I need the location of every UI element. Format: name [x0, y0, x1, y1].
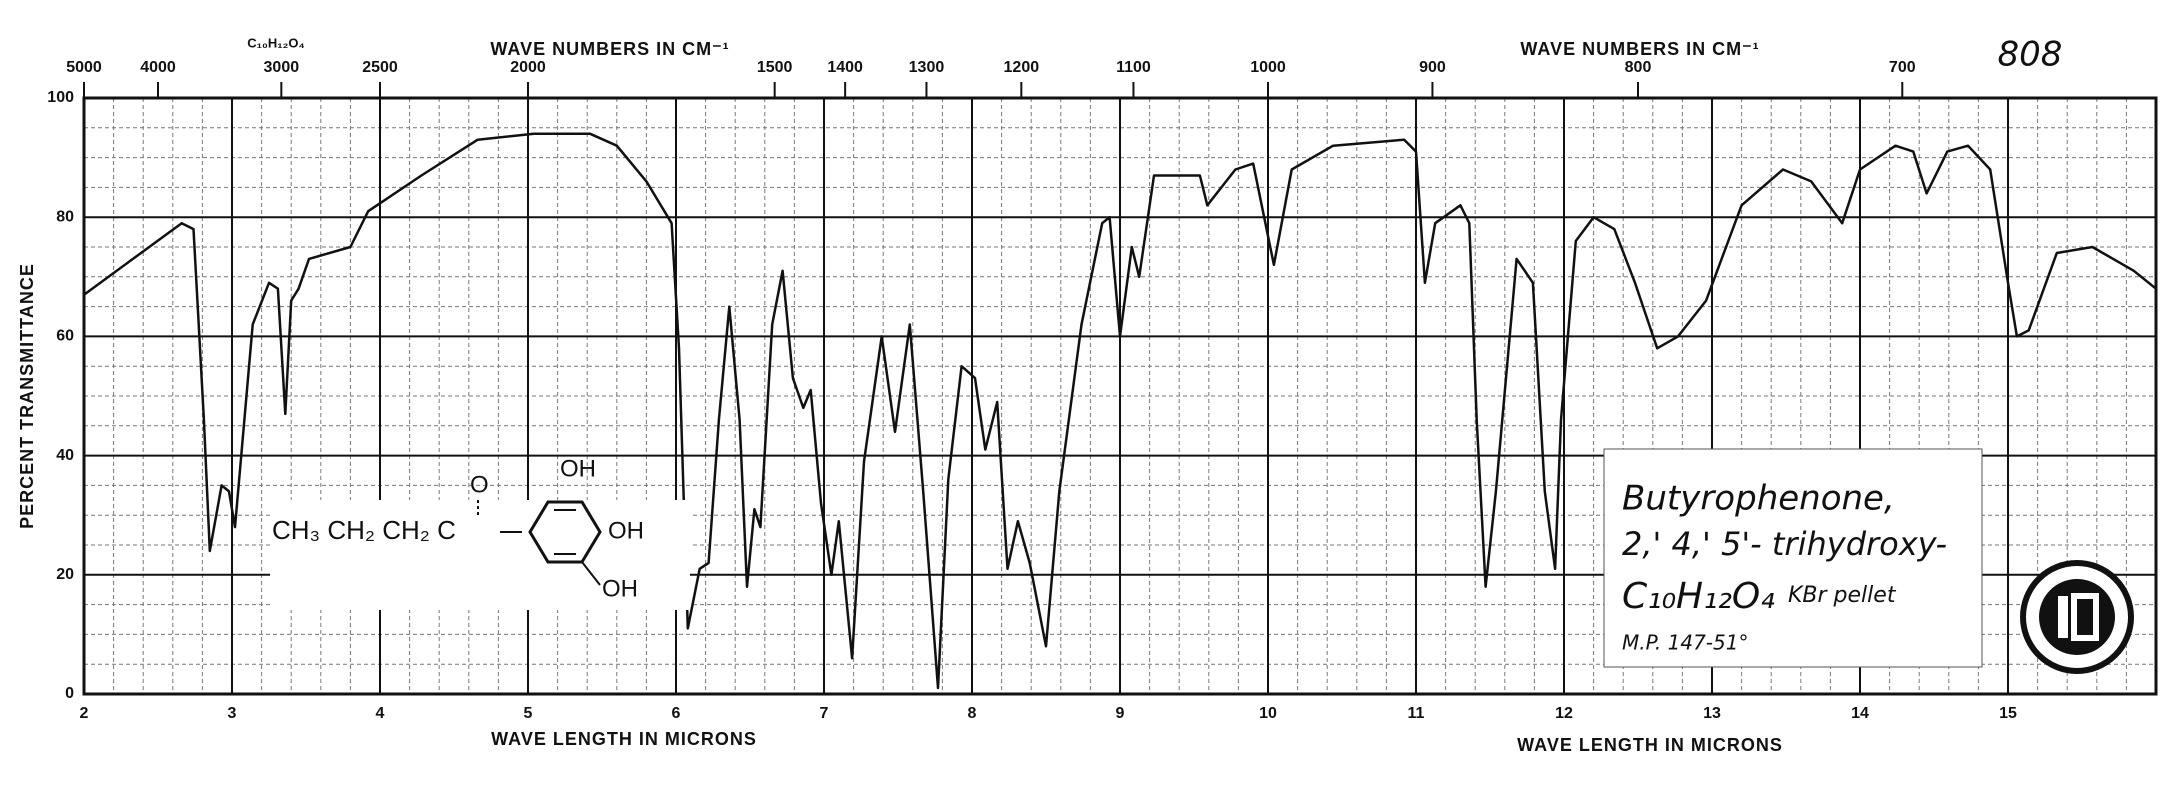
sample-medium: KBr pellet [1788, 583, 1897, 608]
y-tick-label: 60 [56, 328, 74, 345]
x-tick-label: 4 [376, 705, 385, 722]
x2-tick-label: 900 [1419, 59, 1446, 76]
structure-chain: CH₃ CH₂ CH₂ C [272, 515, 456, 545]
x2-tick-label: 2500 [362, 59, 398, 76]
y-tick-label: 100 [47, 89, 74, 106]
y-tick-label: 0 [65, 685, 74, 702]
logo-mark [2071, 593, 2099, 641]
x2-tick-label: 1400 [827, 59, 863, 76]
y-tick-label: 80 [56, 208, 74, 225]
structure-backdrop [270, 500, 690, 610]
x-tick-label: 11 [1408, 705, 1425, 722]
y-axis-label: PERCENT TRANSMITTANCE [17, 263, 37, 529]
x2-tick-label: 3000 [264, 59, 300, 76]
plot-frame [82, 96, 2158, 696]
x2-tick-label: 4000 [140, 59, 176, 76]
spectrum-line [83, 132, 2157, 690]
oh-bond [581, 561, 601, 586]
structure-oxygen: O [470, 471, 489, 498]
x-tick-label: 12 [1555, 705, 1573, 722]
sample-substituents: 2,' 4,' 5'- trihydroxy- [1622, 525, 1947, 563]
structure-oh: OH [560, 455, 596, 482]
structure-oh: OH [608, 517, 644, 544]
page-number: 808 [1998, 35, 2063, 75]
sample-box [1603, 448, 1983, 668]
x2-tick-label: 800 [1625, 59, 1652, 76]
x-tick-label: 3 [228, 705, 237, 722]
structure: CH₃ CH₂ CH₂ C O OH OH OH [270, 455, 690, 610]
x-tick-label: 9 [1116, 705, 1125, 722]
x2-tick-label: 5000 [66, 59, 102, 76]
y-tick-label: 40 [56, 447, 74, 464]
x2-tick-label: 1500 [757, 59, 793, 76]
sample-formula: C₁₀H₁₂O₄ [1622, 576, 1775, 617]
melting-point: M.P. 147-51° [1622, 631, 1748, 655]
x-tick-label: 8 [968, 705, 977, 722]
x-tick-label: 14 [1851, 705, 1869, 722]
structure-oh: OH [602, 575, 638, 602]
x-tick-label: 10 [1259, 705, 1277, 722]
x-tick-label: 5 [524, 705, 533, 722]
x2-tick-label: 1200 [1004, 59, 1040, 76]
x2-tick-label: 1300 [909, 59, 945, 76]
x-tick-label: 6 [672, 705, 681, 722]
x-axis-label: WAVE LENGTH IN MICRONS [491, 729, 757, 749]
x2-axis-label: WAVE NUMBERS IN CM⁻¹ [490, 39, 729, 59]
top-formula: C₁₀H₁₂O₄ [247, 35, 304, 50]
sample-label: Butyrophenone, 2,' 4,' 5'- trihydroxy- C… [1603, 448, 1983, 668]
x2-tick-label: 1000 [1250, 59, 1286, 76]
x-tick-label: 13 [1703, 705, 1721, 722]
x2-tick-label: 700 [1889, 59, 1916, 76]
x-axis-label: WAVE LENGTH IN MICRONS [1517, 735, 1783, 755]
x2-tick-label: 2000 [510, 59, 546, 76]
sample-name: Butyrophenone, [1622, 479, 1895, 519]
x-tick-label: 7 [820, 705, 829, 722]
x-tick-label: 2 [80, 705, 89, 722]
logo-mark [2058, 596, 2068, 638]
benzene-ring [528, 500, 602, 564]
x2-axis-label: WAVE NUMBERS IN CM⁻¹ [1520, 39, 1759, 59]
x2-tick-label: 1100 [1116, 59, 1151, 76]
logo [2020, 560, 2134, 674]
y-tick-label: 20 [56, 566, 74, 583]
x-tick-label: 15 [1999, 705, 2017, 722]
